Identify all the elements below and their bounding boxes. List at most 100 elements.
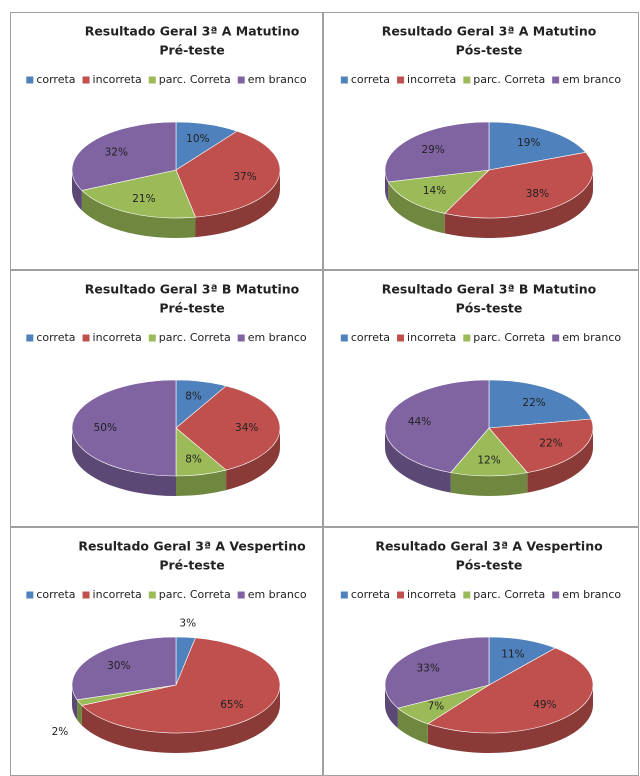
- chart-subtitle: Pré-teste: [159, 43, 224, 58]
- chart-panel: Resultado Geral 3ª A Matutino Pré-teste co…: [10, 12, 323, 270]
- slice: [384, 121, 490, 183]
- data-label: 22%: [522, 397, 545, 409]
- data-label: 14%: [423, 185, 446, 197]
- legend-swatch: [26, 76, 34, 84]
- legend-swatch: [397, 591, 405, 599]
- legend-label: em branco: [248, 73, 307, 86]
- legend-swatch: [397, 76, 405, 84]
- legend-swatch: [26, 591, 34, 599]
- slice: [71, 121, 177, 191]
- data-label: 34%: [235, 422, 258, 434]
- legend-label: em branco: [562, 73, 621, 86]
- legend-label: parc. Correta: [473, 588, 545, 601]
- legend-swatch: [463, 334, 471, 342]
- slice-side: [450, 472, 528, 496]
- slice: [444, 152, 594, 219]
- data-label: 3%: [179, 618, 196, 630]
- data-label: 44%: [408, 416, 431, 428]
- data-label: 19%: [517, 137, 540, 149]
- data-label: 33%: [416, 662, 439, 674]
- slice-side: [72, 170, 82, 211]
- slice-side: [81, 190, 196, 239]
- legend-label: parc. Correta: [473, 73, 545, 86]
- slice-side: [195, 170, 280, 238]
- legend-swatch: [148, 591, 156, 599]
- slice: [488, 379, 592, 429]
- slice: [384, 379, 490, 473]
- chart-subtitle: Pós-teste: [456, 43, 523, 58]
- slice-side: [176, 470, 227, 496]
- legend-label: incorreta: [407, 588, 456, 601]
- legend-swatch: [340, 591, 348, 599]
- data-label: 8%: [185, 454, 202, 466]
- slice-side: [444, 170, 593, 239]
- slice-side: [72, 685, 78, 720]
- slice-side: [397, 708, 428, 744]
- data-label: 2%: [52, 726, 69, 738]
- legend-swatch: [552, 76, 560, 84]
- chart-title: Resultado Geral 3ª A Matutino: [85, 24, 300, 39]
- legend: correta incorreta parc. Correta em branco: [340, 73, 621, 86]
- chart-subtitle: Pós-teste: [456, 558, 523, 573]
- legend: correta incorreta parc. Correta em branco: [340, 588, 621, 601]
- slice: [81, 169, 196, 219]
- legend-swatch: [237, 76, 245, 84]
- legend-label: correta: [351, 588, 390, 601]
- chart-panel: Resultado Geral 3ª B Matutino Pós-teste co…: [323, 270, 639, 527]
- legend-swatch: [82, 591, 90, 599]
- chart-subtitle: Pré-teste: [159, 301, 224, 316]
- chart-panel: Resultado Geral 3ª A Matutino Pós-teste co…: [323, 12, 639, 270]
- data-label: 50%: [94, 422, 117, 434]
- slice: [175, 385, 281, 471]
- legend-swatch: [82, 334, 90, 342]
- data-label: 21%: [132, 193, 155, 205]
- chart-panel: Resultado Geral 3ª A Vespertino Pós-teste…: [323, 527, 639, 776]
- slice-side: [427, 685, 593, 753]
- slice-side: [385, 685, 398, 729]
- legend-label: correta: [36, 73, 75, 86]
- slice-side: [72, 428, 176, 496]
- legend-swatch: [340, 334, 348, 342]
- legend-label: parc. Correta: [159, 73, 231, 86]
- chart-subtitle: Pós-teste: [456, 301, 523, 316]
- slice: [175, 130, 281, 218]
- legend-label: parc. Correta: [159, 331, 231, 344]
- slice: [387, 169, 490, 214]
- data-label: 29%: [421, 144, 444, 156]
- slice-side: [388, 181, 445, 234]
- legend-swatch: [397, 334, 405, 342]
- legend-swatch: [26, 334, 34, 342]
- legend-swatch: [237, 334, 245, 342]
- legend-label: em branco: [248, 588, 307, 601]
- data-label: 10%: [186, 133, 209, 145]
- chart-title: Resultado Geral 3ª B Matutino: [85, 282, 300, 297]
- data-label: 22%: [539, 438, 562, 450]
- legend-swatch: [552, 591, 560, 599]
- legend: correta incorreta parc. Correta em branco: [340, 331, 621, 344]
- legend-label: parc. Correta: [159, 588, 231, 601]
- data-label: 12%: [477, 455, 500, 467]
- legend-label: incorreta: [407, 331, 456, 344]
- legend-label: em branco: [562, 331, 621, 344]
- legend-label: em branco: [248, 331, 307, 344]
- legend-label: correta: [36, 588, 75, 601]
- legend: correta incorreta parc. Correta em branco: [26, 331, 307, 344]
- legend-label: incorreta: [93, 73, 142, 86]
- slice: [427, 647, 594, 734]
- slice: [488, 636, 556, 686]
- slice: [71, 636, 177, 701]
- slice-side: [385, 170, 389, 202]
- legend-swatch: [463, 76, 471, 84]
- slice-side: [527, 428, 593, 493]
- slice-side: [226, 428, 280, 491]
- legend-swatch: [463, 591, 471, 599]
- chart-title: Resultado Geral 3ª A Matutino: [382, 24, 597, 39]
- slice: [384, 636, 490, 709]
- legend-label: incorreta: [93, 588, 142, 601]
- chart-title: Resultado Geral 3ª A Vespertino: [375, 539, 603, 554]
- chart-title: Resultado Geral 3ª A Vespertino: [78, 539, 306, 554]
- legend-label: correta: [36, 331, 75, 344]
- slice: [81, 637, 281, 734]
- data-label: 30%: [107, 660, 130, 672]
